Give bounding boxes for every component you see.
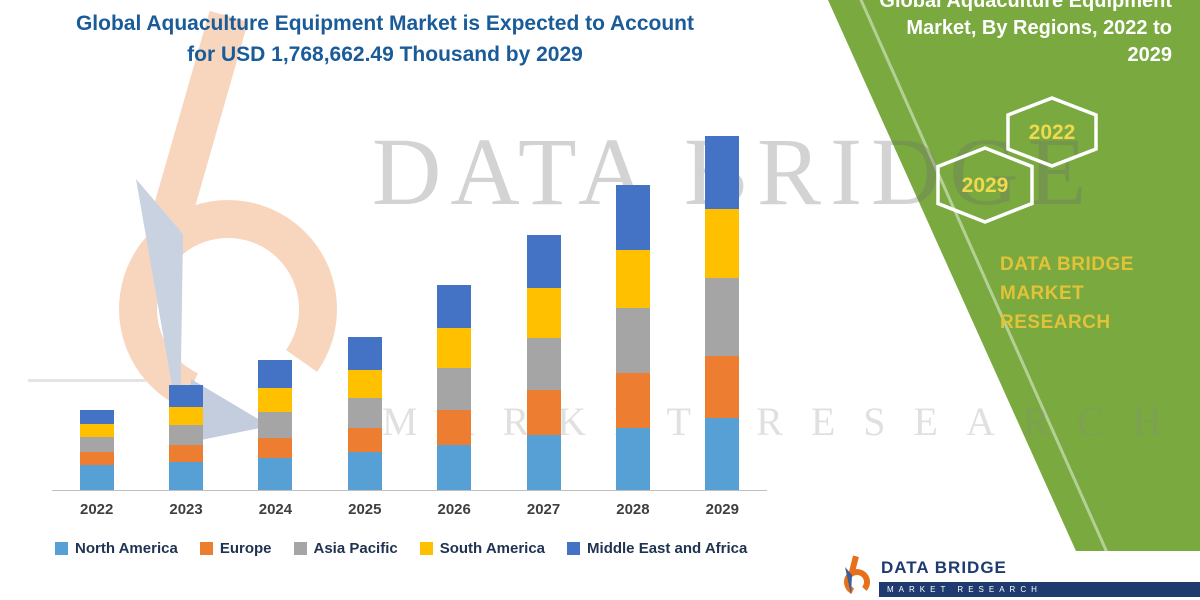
x-axis-label: 2024 [258,501,293,518]
legend-item-north-america: North America [55,540,178,557]
x-axis-label: 2026 [437,501,471,518]
legend-item-middle-east-and-africa: Middle East and Africa [567,540,747,557]
bar-segment-asia-pacific [169,425,204,445]
bar-segment-asia-pacific [347,398,382,428]
chart-legend: North America Europe Asia Pacific South Ame… [55,540,747,557]
bar-segment-north-america [258,458,293,490]
x-axis-label: 2029 [705,501,739,518]
legend-label: North America [75,540,178,557]
bar-segment-europe [79,452,114,465]
bar-segment-europe [347,428,382,452]
legend-item-south-america: South America [419,540,546,557]
bar-segment-europe [437,410,472,445]
panel-heading-line3: 2029 [1127,44,1173,66]
panel-brand-text: DATA BRIDGE MARKET RESEARCH [1000,250,1200,337]
bar-segment-europe [615,373,650,428]
watermark-subtext: MARKET RESEARCH [382,399,1190,444]
dbmr-logo-icon [844,555,870,595]
footer: DATA BRIDGE MARKET RESEARCH [815,551,1200,600]
bar-segment-south-america [615,250,650,308]
bar-segment-north-america [169,462,204,490]
legend-swatch-icon [293,542,307,555]
bar-segment-north-america [526,435,561,490]
bar-segment-middle-east-and-africa [705,136,740,209]
stacked-bar-chart: 2022 2023 2024 2025 2026 2027 2028 2029 [52,128,767,518]
bar-segment-middle-east-and-africa [347,337,382,370]
legend-label: Asia Pacific [313,540,398,557]
legend-swatch-icon [55,542,68,555]
bar-segment-middle-east-and-africa [169,385,204,407]
x-axis-label: 2027 [526,501,561,518]
legend-swatch-icon [199,542,213,555]
x-axis-label: 2022 [80,501,114,518]
bar-segment-asia-pacific [79,437,114,452]
bar-segment-south-america [79,424,114,437]
x-axis-label: 2028 [616,501,650,518]
bar-segment-north-america [437,445,472,490]
bar-segment-south-america [437,328,472,368]
footer-tagline-bar: MARKET RESEARCH [879,582,1200,597]
bar-segment-asia-pacific [615,308,650,373]
bar-segment-south-america [169,407,204,425]
hexagon-year-2029: 2029 [962,174,1009,197]
bar-column-2024: 2024 [258,360,293,518]
panel-brand-line1: DATA BRIDGE MARKET [1000,254,1134,304]
bar-segment-north-america [705,418,740,490]
year-hexagons-icon: 2029 2022 [936,96,1098,224]
bar-segment-europe [705,356,740,418]
bar-column-2028: 2028 [615,185,650,518]
panel-heading: Global Aquaculture Equipment Market, By … [879,0,1172,69]
bar-segment-asia-pacific [705,278,740,356]
bar-segment-europe [526,390,561,435]
bar-segment-asia-pacific [437,368,472,410]
bar-segment-middle-east-and-africa [79,410,114,424]
legend-item-europe: Europe [199,540,272,557]
legend-swatch-icon [419,542,433,555]
bar-segment-asia-pacific [258,412,293,438]
hexagon-year-2022: 2022 [1029,121,1076,144]
bar-segment-north-america [79,465,114,490]
x-axis-label: 2025 [348,501,382,518]
bar-segment-middle-east-and-africa [437,285,472,328]
bar-segment-middle-east-and-africa [526,235,561,288]
legend-label: Europe [219,540,272,557]
bar-segment-middle-east-and-africa [258,360,293,388]
bar-segment-south-america [258,388,293,412]
footer-brand-name: DATA BRIDGE [881,558,1007,577]
panel-heading-line2: Market, By Regions, 2022 to [906,17,1172,39]
legend-label: Middle East and Africa [587,540,748,557]
dbmr-logo-watermark-icon [28,10,337,442]
legend-label: South America [439,540,546,557]
panel-brand-line2: RESEARCH [1000,312,1111,333]
legend-item-asia-pacific: Asia Pacific [293,540,398,557]
bar-column-2026: 2026 [437,285,472,518]
bar-segment-europe [169,445,204,462]
bar-column-2027: 2027 [526,235,561,518]
bar-segment-south-america [526,288,561,338]
x-axis-label: 2023 [169,501,203,518]
chart-title: Global Aquaculture Equipment Market is E… [55,8,715,70]
bar-column-2029: 2029 [705,136,740,518]
bar-column-2022: 2022 [79,410,114,518]
bar-segment-north-america [347,452,382,490]
bar-column-2023: 2023 [169,385,204,518]
bar-segment-south-america [705,209,740,278]
chart-title-line2: for USD 1,768,662.49 Thousand by 2029 [187,43,583,66]
bar-segment-south-america [347,370,382,398]
legend-swatch-icon [567,542,581,555]
bar-segment-asia-pacific [526,338,561,390]
bar-segment-north-america [615,428,650,490]
bar-column-2025: 2025 [347,337,382,518]
panel-heading-line1: Global Aquaculture Equipment [879,0,1172,12]
bar-segment-middle-east-and-africa [615,185,650,250]
bar-segment-europe [258,438,293,458]
chart-title-line1: Global Aquaculture Equipment Market is E… [75,12,695,35]
